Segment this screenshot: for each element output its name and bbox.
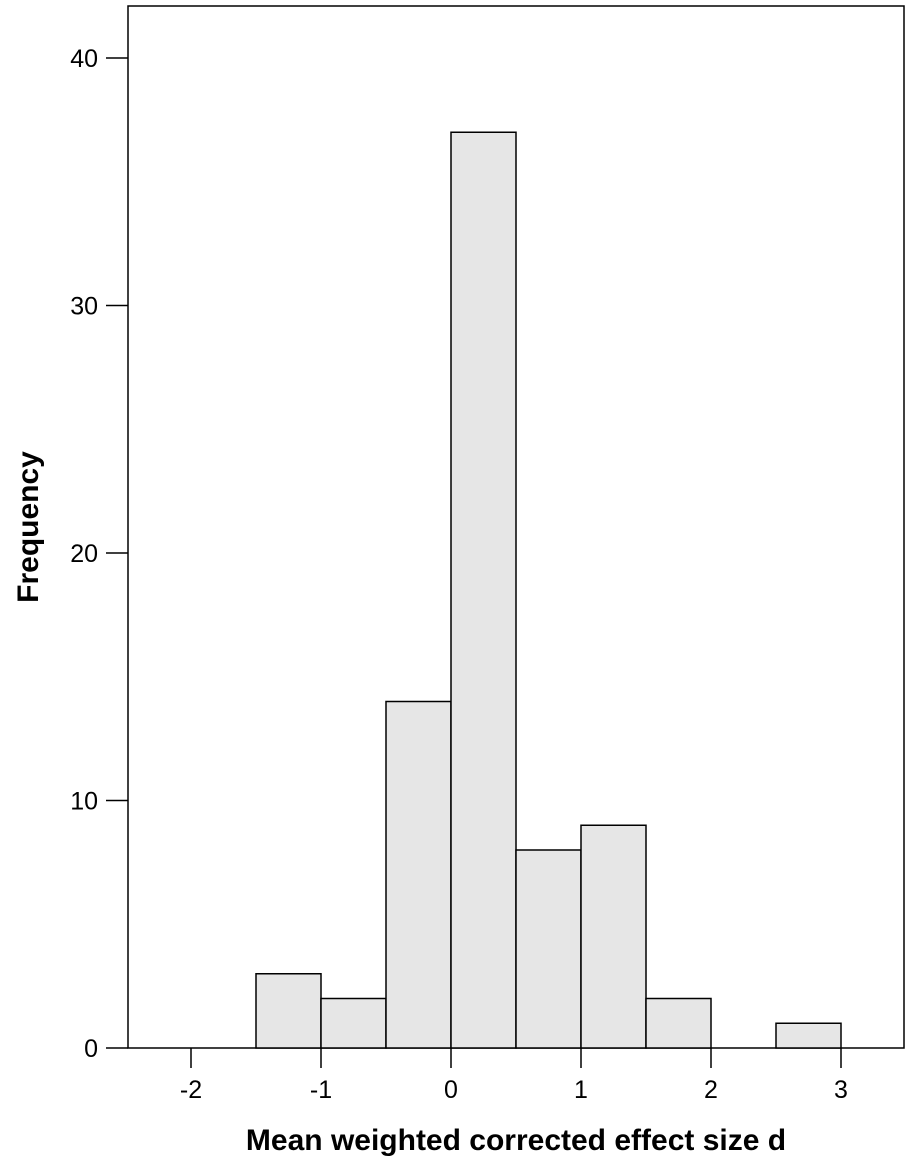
histogram-bars — [255, 131, 842, 1049]
histogram-bar — [580, 824, 647, 1049]
histogram-bar — [385, 700, 452, 1049]
histogram-bar — [320, 997, 387, 1049]
y-tick-label: 10 — [70, 788, 98, 816]
x-tick-label: 1 — [574, 1076, 588, 1104]
x-tick-label: 3 — [834, 1076, 848, 1104]
histogram-bar — [515, 849, 582, 1049]
x-tick-label: -1 — [310, 1076, 332, 1104]
x-tick-label: 2 — [704, 1076, 718, 1104]
histogram-bar — [775, 1022, 842, 1049]
y-axis: 0 10 20 30 40 — [70, 45, 128, 1063]
x-tick-label: 0 — [444, 1076, 458, 1104]
histogram-bar — [255, 973, 322, 1049]
y-axis-title: Frequency — [12, 451, 45, 603]
y-tick-label: 30 — [70, 293, 98, 321]
y-tick-label: 40 — [70, 45, 98, 73]
y-tick-label: 20 — [70, 540, 98, 568]
histogram-bar — [645, 997, 712, 1049]
x-tick-label: -2 — [180, 1076, 202, 1104]
x-axis-title: Mean weighted corrected effect size d — [246, 1124, 786, 1157]
histogram-bar — [450, 131, 517, 1049]
y-tick-label: 0 — [84, 1035, 98, 1063]
x-axis: -2 -1 0 1 2 3 — [180, 1048, 848, 1104]
